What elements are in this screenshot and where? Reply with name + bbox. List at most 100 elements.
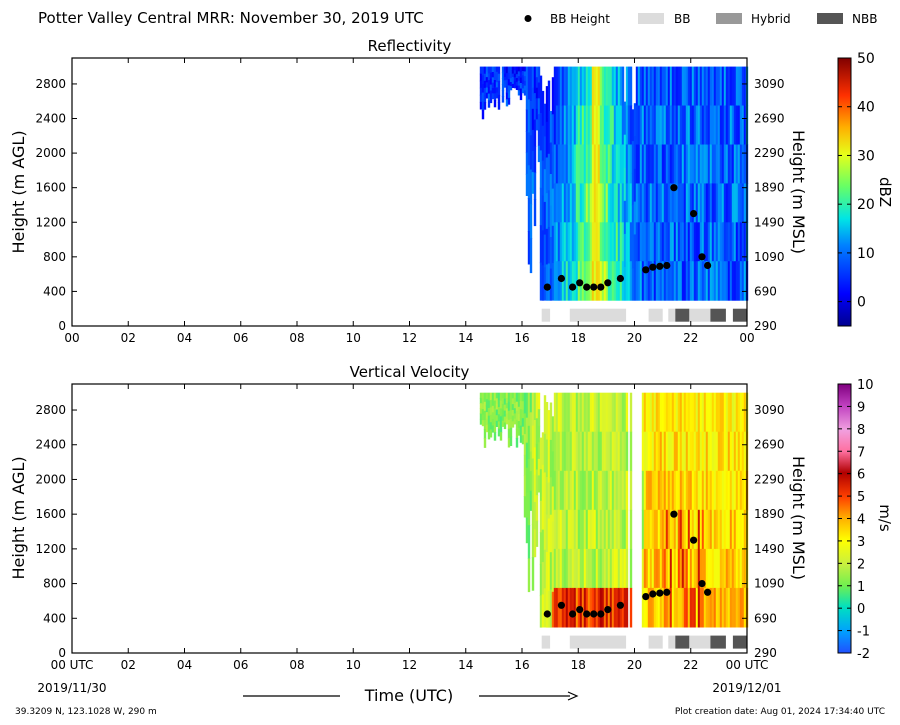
field-cell	[583, 470, 587, 511]
field-cell	[563, 66, 567, 107]
field-cell	[543, 201, 547, 236]
field-cell	[643, 222, 647, 262]
field-cell	[537, 82, 541, 99]
field-cell	[621, 431, 625, 472]
field-cell	[693, 144, 697, 184]
field-cell	[727, 66, 731, 107]
field-cell	[581, 509, 585, 550]
field-cell	[555, 105, 559, 145]
field-cell	[575, 548, 579, 589]
field-cell	[597, 105, 601, 145]
field-cell	[639, 261, 643, 301]
field-cell	[547, 226, 551, 265]
field-cell	[557, 222, 561, 262]
field-cell	[505, 99, 509, 107]
field-cell	[741, 105, 745, 145]
bb-height-point	[583, 610, 591, 618]
field-cell	[495, 77, 499, 83]
field-cell	[693, 509, 697, 550]
field-cell	[521, 71, 525, 76]
field-cell	[685, 66, 689, 107]
field-cell	[531, 172, 535, 194]
field-cell	[737, 431, 741, 472]
field-cell	[713, 66, 717, 107]
field-cell	[641, 470, 645, 511]
field-cell	[499, 400, 503, 410]
field-cell	[613, 105, 617, 145]
field-cell	[675, 392, 679, 433]
field-cell	[697, 392, 701, 433]
field-cell	[589, 509, 593, 550]
field-cell	[537, 458, 541, 476]
field-cell	[649, 105, 653, 145]
field-cell	[541, 160, 545, 197]
field-cell	[485, 87, 489, 94]
field-cell	[519, 425, 523, 435]
field-cell	[601, 470, 605, 511]
bb-height-point	[583, 283, 591, 291]
field-cell	[593, 66, 597, 107]
field-cell	[587, 66, 591, 107]
field-cell	[581, 392, 585, 433]
field-cell	[565, 144, 569, 184]
field-cell	[559, 105, 563, 145]
field-cell	[719, 431, 723, 472]
field-cell	[651, 548, 655, 589]
field-cell	[585, 66, 589, 107]
field-cell	[669, 66, 673, 107]
field-cell	[573, 548, 577, 589]
field-cell	[479, 408, 483, 415]
field-cell	[495, 87, 499, 94]
field-cell	[589, 261, 593, 301]
field-cell	[587, 548, 591, 589]
field-cell	[527, 459, 531, 493]
field-cell	[575, 222, 579, 262]
field-cell	[591, 509, 595, 550]
field-cell	[493, 392, 497, 402]
field-cell	[513, 413, 517, 420]
field-cell	[689, 261, 693, 301]
field-cell	[547, 518, 551, 556]
field-cell	[509, 392, 513, 403]
field-cell	[535, 108, 539, 120]
field-cell	[519, 94, 523, 101]
cbar-tick-label: 0	[857, 602, 865, 617]
field-cell	[633, 234, 637, 268]
field-cell	[643, 183, 647, 223]
field-cell	[551, 151, 555, 190]
field-cell	[509, 78, 513, 83]
field-cell	[487, 415, 491, 424]
field-cell	[623, 167, 627, 202]
cbar-tick-label: 1	[857, 580, 865, 595]
field-cell	[719, 509, 723, 550]
field-cell	[593, 470, 597, 511]
field-cell	[561, 509, 565, 550]
field-cell	[585, 105, 589, 145]
field-cell	[645, 431, 649, 472]
bb-height-point	[704, 588, 712, 596]
field-cell	[505, 418, 509, 425]
field-cell	[737, 144, 741, 184]
field-cell	[639, 183, 643, 223]
field-cell	[671, 392, 675, 433]
reflectivity-bb-height-series	[543, 184, 712, 291]
field-cell	[697, 509, 701, 550]
field-cell	[613, 509, 617, 550]
field-cell	[599, 183, 603, 223]
field-cell	[669, 587, 673, 628]
field-cell	[515, 74, 519, 79]
field-cell	[601, 66, 605, 107]
field-cell	[593, 392, 597, 433]
field-cell	[557, 144, 561, 184]
field-cell	[659, 183, 663, 223]
y-tick-label: 2800	[35, 77, 66, 91]
bb-type-segment	[732, 308, 747, 322]
field-cell	[729, 66, 733, 107]
field-cell	[573, 144, 577, 184]
field-cell	[717, 144, 721, 184]
field-cell	[565, 587, 569, 628]
field-cell	[605, 431, 609, 472]
field-cell	[581, 66, 585, 107]
field-cell	[655, 392, 659, 433]
field-cell	[521, 418, 525, 428]
